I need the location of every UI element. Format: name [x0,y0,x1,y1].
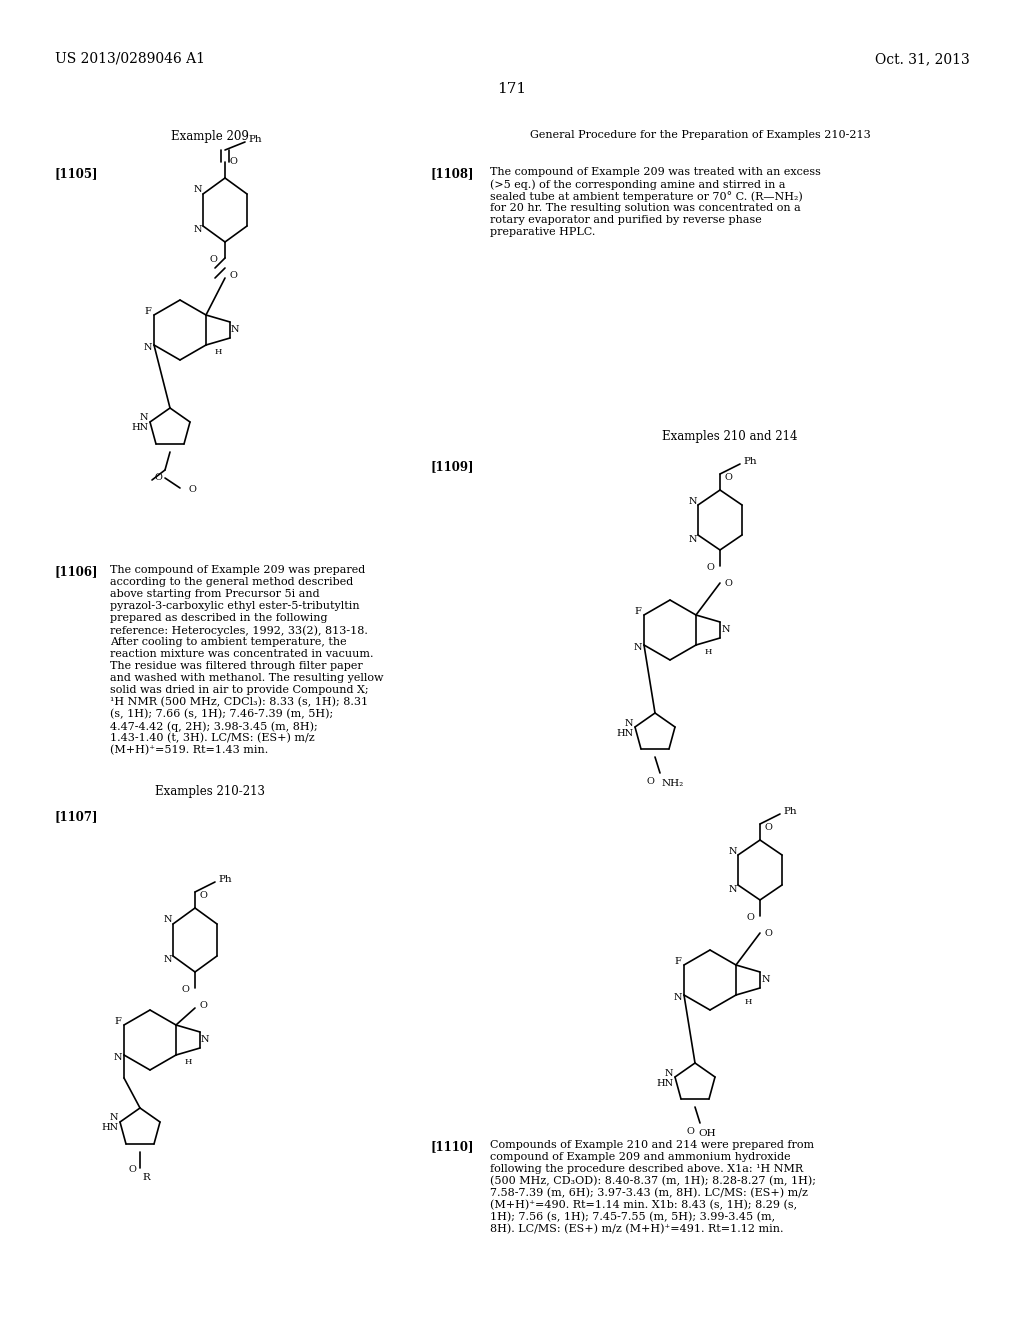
Text: O: O [229,157,237,166]
Text: rotary evaporator and purified by reverse phase: rotary evaporator and purified by revers… [490,215,762,224]
Text: (s, 1H); 7.66 (s, 1H); 7.46-7.39 (m, 5H);: (s, 1H); 7.66 (s, 1H); 7.46-7.39 (m, 5H)… [110,709,333,719]
Text: HN: HN [131,424,148,433]
Text: After cooling to ambient temperature, the: After cooling to ambient temperature, th… [110,638,347,647]
Text: N: N [143,343,153,352]
Text: [1110]: [1110] [430,1140,473,1152]
Text: N: N [230,326,240,334]
Text: sealed tube at ambient temperature or 70° C. (R—NH₂): sealed tube at ambient temperature or 70… [490,191,803,202]
Text: preparative HPLC.: preparative HPLC. [490,227,595,238]
Text: reference: Heterocycles, 1992, 33(2), 813-18.: reference: Heterocycles, 1992, 33(2), 81… [110,624,368,635]
Text: O: O [199,891,207,900]
Text: US 2013/0289046 A1: US 2013/0289046 A1 [55,51,205,66]
Text: N: N [164,956,172,965]
Text: O: O [154,474,162,483]
Text: [1106]: [1106] [55,565,98,578]
Text: prepared as described in the following: prepared as described in the following [110,612,328,623]
Text: HN: HN [656,1078,674,1088]
Text: H: H [184,1059,191,1067]
Text: O: O [188,486,196,495]
Text: N: N [139,413,148,422]
Text: (>5 eq.) of the corresponding amine and stirred in a: (>5 eq.) of the corresponding amine and … [490,180,785,190]
Text: 1H); 7.56 (s, 1H); 7.45-7.55 (m, 5H); 3.99-3.45 (m,: 1H); 7.56 (s, 1H); 7.45-7.55 (m, 5H); 3.… [490,1212,775,1222]
Text: 4.47-4.42 (q, 2H); 3.98-3.45 (m, 8H);: 4.47-4.42 (q, 2H); 3.98-3.45 (m, 8H); [110,721,317,731]
Text: The compound of Example 209 was prepared: The compound of Example 209 was prepared [110,565,366,576]
Text: O: O [707,564,714,573]
Text: OH: OH [698,1129,716,1138]
Text: F: F [635,607,641,616]
Text: O: O [646,776,654,785]
Text: O: O [724,474,732,483]
Text: N: N [674,994,682,1002]
Text: N: N [722,626,730,635]
Text: O: O [764,928,772,937]
Text: H: H [744,998,752,1006]
Text: Compounds of Example 210 and 214 were prepared from: Compounds of Example 210 and 214 were pr… [490,1140,814,1150]
Text: Ph: Ph [783,808,797,817]
Text: 8H). LC/MS: (ES+) m/z (M+H)⁺=491. Rt=1.12 min.: 8H). LC/MS: (ES+) m/z (M+H)⁺=491. Rt=1.1… [490,1224,783,1234]
Text: O: O [209,256,217,264]
Text: F: F [144,308,152,317]
Text: pyrazol-3-carboxylic ethyl ester-5-tributyltin: pyrazol-3-carboxylic ethyl ester-5-tribu… [110,601,359,611]
Text: and washed with methanol. The resulting yellow: and washed with methanol. The resulting … [110,673,384,682]
Text: R: R [142,1173,150,1183]
Text: O: O [764,824,772,833]
Text: following the procedure described above. X1a: ¹H NMR: following the procedure described above.… [490,1164,803,1173]
Text: according to the general method described: according to the general method describe… [110,577,353,587]
Text: N: N [110,1114,118,1122]
Text: [1107]: [1107] [55,810,98,822]
Text: compound of Example 209 and ammonium hydroxide: compound of Example 209 and ammonium hyd… [490,1152,791,1162]
Text: 171: 171 [498,82,526,96]
Text: O: O [181,986,189,994]
Text: O: O [199,1001,207,1010]
Text: [1105]: [1105] [55,168,98,180]
Text: HN: HN [101,1123,119,1133]
Text: The residue was filtered through filter paper: The residue was filtered through filter … [110,661,362,671]
Text: solid was dried in air to provide Compound X;: solid was dried in air to provide Compou… [110,685,369,696]
Text: [1108]: [1108] [430,168,473,180]
Text: F: F [115,1018,122,1027]
Text: N: N [634,644,642,652]
Text: Ph: Ph [248,136,262,144]
Text: N: N [194,226,203,235]
Text: Ph: Ph [218,875,231,884]
Text: H: H [214,348,221,356]
Text: N: N [194,186,203,194]
Text: N: N [689,496,697,506]
Text: N: N [762,975,770,985]
Text: N: N [625,718,633,727]
Text: Examples 210 and 214: Examples 210 and 214 [663,430,798,444]
Text: (M+H)⁺=519. Rt=1.43 min.: (M+H)⁺=519. Rt=1.43 min. [110,744,268,755]
Text: O: O [746,913,754,923]
Text: (M+H)⁺=490. Rt=1.14 min. X1b: 8.43 (s, 1H); 8.29 (s,: (M+H)⁺=490. Rt=1.14 min. X1b: 8.43 (s, 1… [490,1200,797,1210]
Text: [1109]: [1109] [430,459,473,473]
Text: H: H [705,648,712,656]
Text: 1.43-1.40 (t, 3H). LC/MS: (ES+) m/z: 1.43-1.40 (t, 3H). LC/MS: (ES+) m/z [110,733,314,743]
Text: HN: HN [616,729,634,738]
Text: General Procedure for the Preparation of Examples 210-213: General Procedure for the Preparation of… [529,129,870,140]
Text: ¹H NMR (500 MHz, CDCl₃): 8.33 (s, 1H); 8.31: ¹H NMR (500 MHz, CDCl₃): 8.33 (s, 1H); 8… [110,697,368,708]
Text: N: N [729,846,737,855]
Text: Oct. 31, 2013: Oct. 31, 2013 [876,51,970,66]
Text: O: O [686,1126,694,1135]
Text: for 20 hr. The resulting solution was concentrated on a: for 20 hr. The resulting solution was co… [490,203,801,213]
Text: above starting from Precursor 5i and: above starting from Precursor 5i and [110,589,319,599]
Text: The compound of Example 209 was treated with an excess: The compound of Example 209 was treated … [490,168,821,177]
Text: N: N [201,1035,209,1044]
Text: Example 209: Example 209 [171,129,249,143]
Text: N: N [164,916,172,924]
Text: Ph: Ph [743,458,757,466]
Text: (500 MHz, CD₃OD): 8.40-8.37 (m, 1H); 8.28-8.27 (m, 1H);: (500 MHz, CD₃OD): 8.40-8.37 (m, 1H); 8.2… [490,1176,816,1187]
Text: NH₂: NH₂ [662,779,684,788]
Text: reaction mixture was concentrated in vacuum.: reaction mixture was concentrated in vac… [110,649,374,659]
Text: N: N [114,1053,122,1063]
Text: N: N [689,535,697,544]
Text: F: F [675,957,681,966]
Text: O: O [229,271,237,280]
Text: O: O [128,1166,136,1175]
Text: N: N [665,1068,673,1077]
Text: 7.58-7.39 (m, 6H); 3.97-3.43 (m, 8H). LC/MS: (ES+) m/z: 7.58-7.39 (m, 6H); 3.97-3.43 (m, 8H). LC… [490,1188,808,1199]
Text: Examples 210-213: Examples 210-213 [155,785,265,799]
Text: O: O [724,578,732,587]
Text: N: N [729,884,737,894]
